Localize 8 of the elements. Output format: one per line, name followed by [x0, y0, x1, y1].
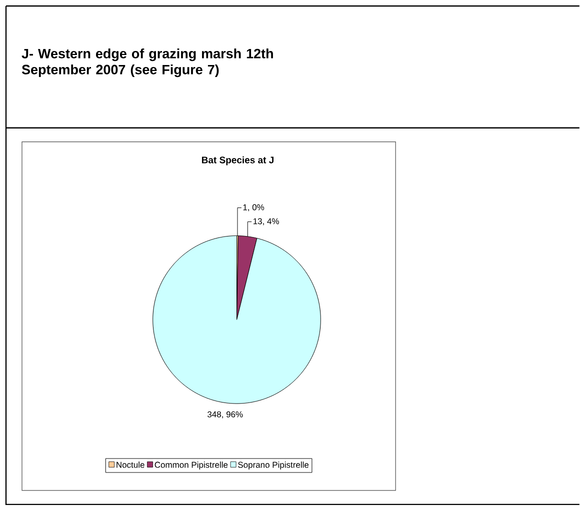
data-label: 13, 4%: [253, 218, 279, 226]
legend-label: Noctule: [116, 461, 144, 468]
legend-label: Soprano Pipistrelle: [238, 461, 309, 470]
chart-title: J- Western edge of grazing marsh 12th September 2007 (see Figure 7): [22, 48, 273, 77]
data-label: 1, 0%: [243, 204, 264, 212]
data-label: 348, 96%: [208, 411, 243, 418]
legend-label: Common Pipistrelle: [154, 461, 228, 470]
chart-subtitle: Bat Species at J: [202, 156, 274, 165]
